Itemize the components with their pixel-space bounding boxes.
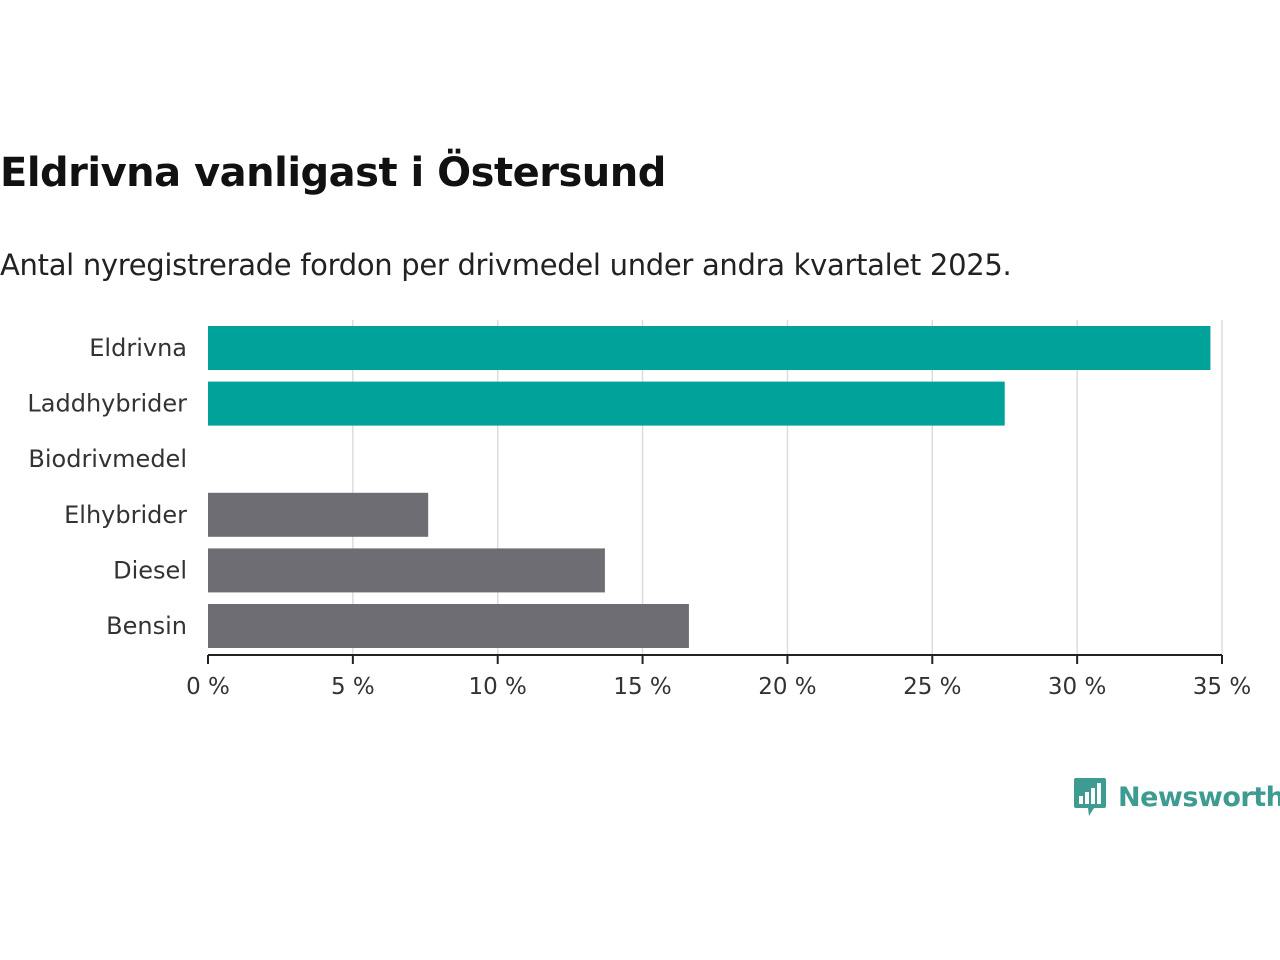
- x-tick-label: 5 %: [331, 674, 375, 700]
- x-tick-label: 0 %: [186, 674, 230, 700]
- x-tick-label: 20 %: [758, 674, 816, 700]
- x-tick-label: 10 %: [468, 674, 526, 700]
- category-labels: Eldrivna Laddhybrider Biodrivmedel Elhybrid…: [27, 334, 187, 640]
- bar-chart-speech-bubble-icon: [1074, 778, 1106, 816]
- category-label: Biodrivmedel: [28, 445, 187, 473]
- x-tick-label: 15 %: [613, 674, 671, 700]
- x-tick-label: 25 %: [903, 674, 961, 700]
- x-axis: 0 % 5 % 10 % 15 % 20 % 25 % 30 % 35 %: [186, 654, 1251, 700]
- newsworthy-logo: Newsworthy: [1072, 776, 1280, 818]
- category-label: Eldrivna: [89, 334, 187, 362]
- bar-chart: Eldrivna Laddhybrider Biodrivmedel Elhybrid…: [27, 320, 1251, 700]
- x-tick-label: 30 %: [1048, 674, 1106, 700]
- bar: [208, 604, 689, 648]
- category-label: Laddhybrider: [27, 390, 187, 418]
- chart-subtitle: Antal nyregistrerade fordon per drivmede…: [0, 248, 1012, 282]
- category-label: Diesel: [113, 556, 187, 584]
- chart-title: Eldrivna vanligast i Östersund: [0, 150, 666, 196]
- grid-lines: [352, 320, 1223, 655]
- category-label: Bensin: [106, 612, 187, 640]
- category-label: Elhybrider: [64, 501, 187, 529]
- x-tick-label: 35 %: [1193, 674, 1251, 700]
- bar: [208, 548, 605, 593]
- bar: [208, 381, 1005, 426]
- bars: [208, 326, 1211, 648]
- bar: [208, 326, 1211, 370]
- bar: [208, 492, 429, 537]
- brand-name: Newsworthy: [1118, 781, 1280, 813]
